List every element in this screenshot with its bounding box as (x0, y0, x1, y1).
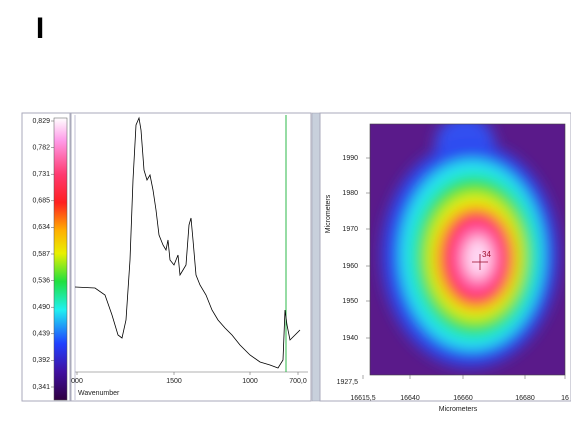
colorbar-tick-label: 0,685 (32, 198, 50, 205)
colorbar-tick-label: 0,634 (32, 224, 50, 231)
x-axis-title: Wavenumber (78, 390, 120, 397)
panel-label: I (36, 12, 44, 45)
colorbar-tick-label: 0,536 (32, 277, 50, 284)
x-tick-label: 16680 (515, 395, 535, 402)
heatmap (370, 124, 565, 375)
y-tick-label: 1980 (342, 190, 358, 197)
x-tick-label: 000 (71, 378, 83, 385)
x-tick-label: 16 (561, 395, 569, 402)
x-tick-label: 16640 (400, 395, 420, 402)
spectrum-panel (70, 112, 312, 402)
x-tick-label: 1500 (166, 378, 182, 385)
x-tick-label: 16615,5 (350, 395, 375, 402)
y-tick-label: 1970 (342, 226, 358, 233)
spectrum-curve (74, 116, 301, 369)
y-axis-title: Micrometers (325, 194, 332, 233)
colorbar-tick-label: 0,341 (32, 384, 50, 391)
map-frame (369, 123, 566, 376)
splitter (311, 112, 321, 402)
y-tick-label: 1940 (342, 335, 358, 342)
colorbar-tick-label: 0,782 (32, 144, 50, 151)
colorbar-tick-label: 0,829 (32, 118, 50, 125)
colorbar-tick-label: 0,439 (32, 331, 50, 338)
colorbar-tick-label: 0,731 (32, 171, 50, 178)
y-tick-label: 1990 (342, 155, 358, 162)
x-tick-label: 700,0 (289, 378, 307, 385)
y-tick-label: 1927,5 (337, 379, 359, 386)
colorbar-tick-label: 0,587 (32, 251, 50, 258)
y-tick-label: 1960 (342, 263, 358, 270)
x-tick-label: 16660 (453, 395, 473, 402)
colorbar-tick-label: 0,490 (32, 304, 50, 311)
colorbar-tick-label: 0,392 (32, 357, 50, 364)
marker-label: 34 (482, 250, 491, 259)
x-tick-label: 1000 (242, 378, 258, 385)
x-axis-title: Micrometers (439, 406, 478, 413)
y-tick-label: 1950 (342, 298, 358, 305)
colorbar (53, 117, 68, 401)
